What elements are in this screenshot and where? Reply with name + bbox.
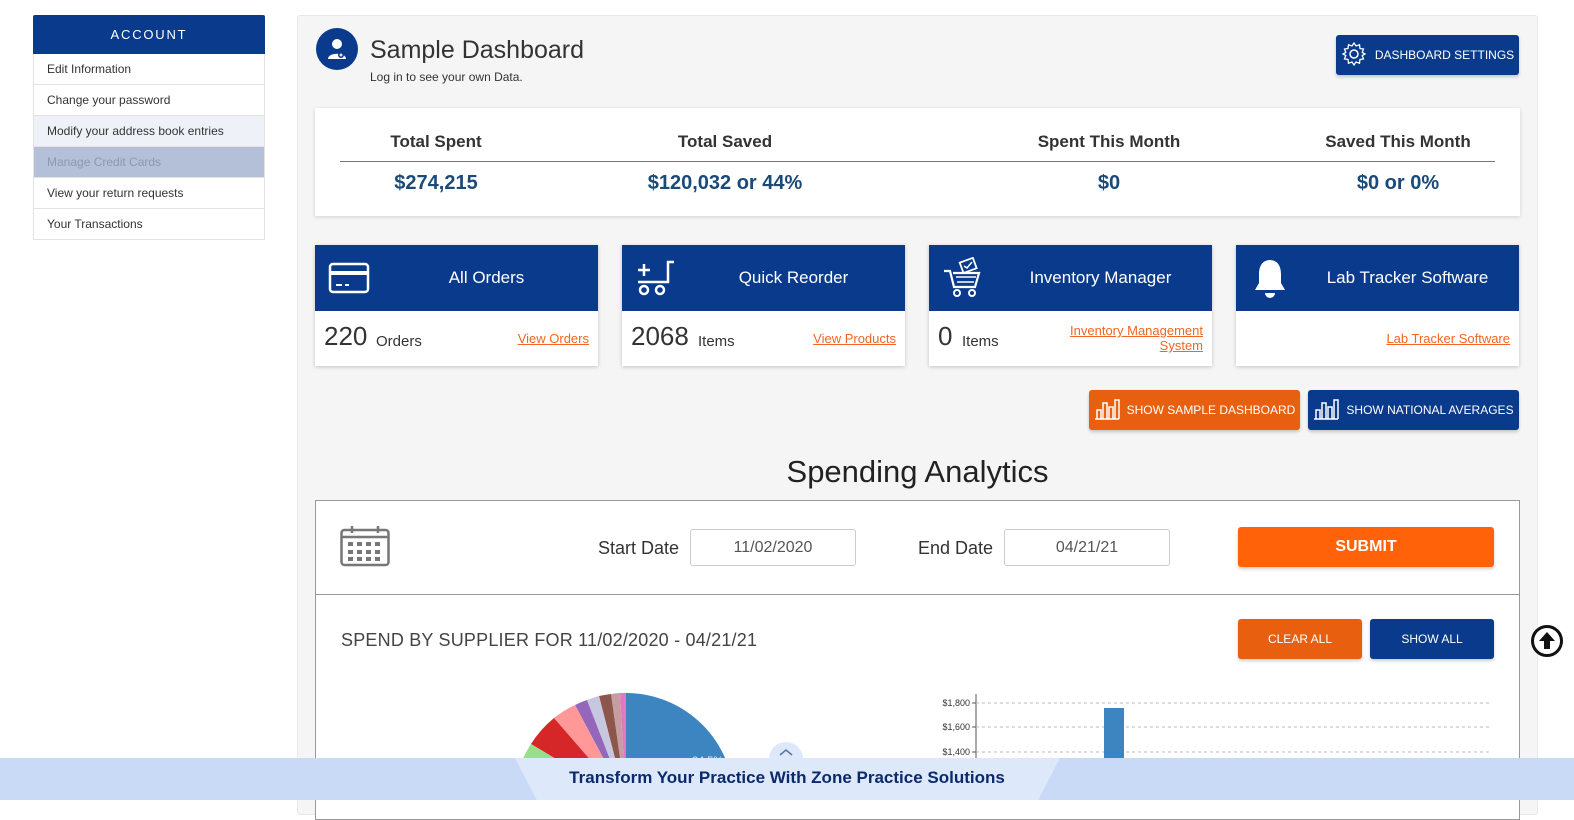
lab-tracker-card: Lab Tracker Software Lab Tracker Softwar…: [1236, 245, 1519, 366]
banner-expand-button[interactable]: [769, 742, 803, 776]
sidebar-item-address-book[interactable]: Modify your address book entries: [33, 116, 265, 147]
inventory-items-unit: Items: [962, 333, 999, 350]
inventory-manager-card-header[interactable]: Inventory Manager: [929, 245, 1212, 311]
totals-divider: [340, 161, 1495, 162]
sidebar-item-transactions[interactable]: Your Transactions: [33, 209, 265, 240]
sidebar-item-manage-credit-cards[interactable]: Manage Credit Cards: [33, 147, 265, 178]
bell-icon: [1248, 257, 1292, 299]
promo-banner-text: Transform Your Practice With Zone Practi…: [569, 768, 1005, 787]
submit-button[interactable]: SUBMIT: [1238, 527, 1494, 567]
start-date-input[interactable]: 11/02/2020: [690, 529, 856, 566]
end-date-label: End Date: [918, 538, 994, 558]
show-sample-dashboard-button[interactable]: SHOW SAMPLE DASHBOARD: [1089, 390, 1300, 430]
gear-icon: [1341, 41, 1367, 70]
sidebar-item-change-password[interactable]: Change your password: [33, 85, 265, 116]
inventory-manager-card: Inventory Manager 0 Items Inventory Mana…: [929, 245, 1212, 366]
dashboard-settings-button[interactable]: DASHBOARD SETTINGS: [1336, 35, 1519, 75]
all-orders-card-header[interactable]: All Orders: [315, 245, 598, 311]
reorder-items-unit: Items: [698, 333, 735, 350]
calendar-icon: [340, 525, 390, 572]
bar-chart-icon: [1313, 398, 1340, 423]
lab-tracker-card-header[interactable]: Lab Tracker Software: [1236, 245, 1519, 311]
page-subtitle: Log in to see your own Data.: [370, 70, 523, 84]
quick-reorder-card-header[interactable]: Quick Reorder: [622, 245, 905, 311]
credit-card-icon: [327, 257, 371, 299]
reorder-items-count: 2068: [631, 321, 689, 351]
all-orders-title: All Orders: [448, 268, 525, 287]
lab-tracker-software-link[interactable]: Lab Tracker Software: [1386, 331, 1510, 346]
saved-this-month-value: $0 or 0%: [1356, 172, 1440, 194]
total-spent-value: $274,215: [394, 172, 478, 194]
sidebar-item-return-requests[interactable]: View your return requests: [33, 178, 265, 209]
spending-analytics-title: Spending Analytics: [786, 454, 1049, 489]
spent-this-month-value: $0: [1097, 172, 1121, 194]
total-saved-value: $120,032 or 44%: [647, 172, 803, 194]
analytics-divider: [316, 594, 1519, 595]
dashboard-panel: Sample Dashboard Log in to see your own …: [297, 15, 1538, 820]
view-orders-link[interactable]: View Orders: [517, 331, 589, 346]
sidebar-heading: ACCOUNT: [33, 15, 265, 54]
spent-this-month-label: Spent This Month: [1037, 132, 1181, 151]
saved-this-month-label: Saved This Month: [1325, 132, 1471, 151]
orders-count: 220: [324, 321, 368, 351]
promo-banner[interactable]: Transform Your Practice With Zone Practi…: [0, 742, 1574, 800]
cart-add-icon: [634, 257, 678, 299]
show-sample-dashboard-label: SHOW SAMPLE DASHBOARD: [1126, 403, 1296, 417]
inventory-management-system-link[interactable]: Inventory Management System: [1070, 323, 1203, 353]
inventory-cart-icon: [941, 257, 985, 299]
show-national-averages-button[interactable]: SHOW NATIONAL AVERAGES: [1308, 390, 1519, 430]
account-sidebar: ACCOUNT Edit Information Change your pas…: [33, 15, 265, 240]
total-spent-label: Total Spent: [390, 132, 482, 151]
spend-by-supplier-title: SPEND BY SUPPLIER FOR 11/02/2020 - 04/21…: [341, 630, 758, 650]
page-title: Sample Dashboard: [370, 36, 585, 64]
show-national-averages-label: SHOW NATIONAL AVERAGES: [1346, 403, 1514, 417]
total-saved-label: Total Saved: [677, 132, 773, 151]
user-avatar-icon: [316, 28, 358, 70]
chevron-up-icon: [779, 749, 793, 756]
inventory-items-count: 0: [938, 321, 953, 351]
sidebar-item-edit-information[interactable]: Edit Information: [33, 54, 265, 85]
y-tick-label: $1,600: [942, 722, 970, 732]
clear-all-button[interactable]: CLEAR ALL: [1238, 619, 1362, 659]
quick-reorder-title: Quick Reorder: [738, 268, 849, 287]
lab-tracker-title: Lab Tracker Software: [1326, 268, 1489, 287]
inventory-manager-title: Inventory Manager: [1029, 268, 1172, 287]
orders-unit: Orders: [376, 333, 422, 350]
arrow-up-circle-icon: [1531, 625, 1563, 657]
totals-summary: Total Spent $274,215 Total Saved $120,03…: [315, 108, 1520, 216]
quick-reorder-card: Quick Reorder 2068 Items View Products: [622, 245, 905, 366]
view-products-link[interactable]: View Products: [813, 331, 896, 346]
all-orders-card: All Orders 220 Orders View Orders: [315, 245, 598, 366]
bar-chart-icon: [1094, 398, 1120, 423]
y-tick-label: $1,800: [942, 698, 970, 708]
y-tick-label: $1,400: [942, 747, 970, 757]
end-date-input[interactable]: 04/21/21: [1004, 529, 1170, 566]
scroll-to-top-button[interactable]: [1530, 624, 1564, 658]
dashboard-settings-label: DASHBOARD SETTINGS: [1374, 48, 1515, 62]
start-date-label: Start Date: [598, 538, 680, 558]
show-all-button[interactable]: SHOW ALL: [1370, 619, 1494, 659]
